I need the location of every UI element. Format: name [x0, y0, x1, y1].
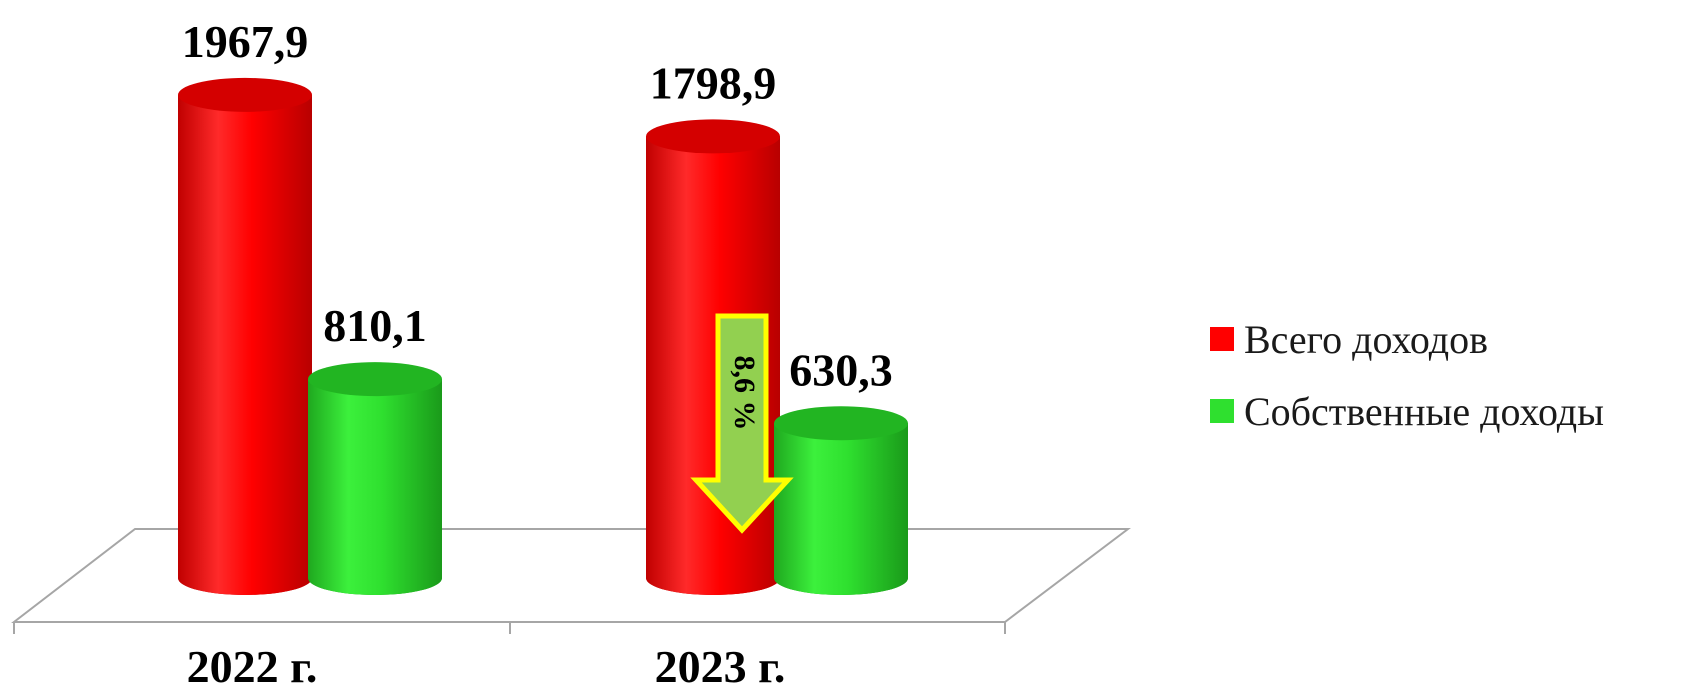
value-label-total-0: 1967,9: [182, 16, 309, 67]
legend-item-own: Собственные доходы: [1210, 384, 1604, 438]
bar-total-0: [178, 77, 312, 595]
value-label-own-0: 810,1: [323, 300, 427, 351]
legend: Всего доходов Собственные доходы: [1210, 312, 1604, 456]
value-label-own-1: 630,3: [789, 344, 893, 395]
bar-own-0: [308, 362, 442, 595]
legend-swatch-total: [1210, 327, 1234, 351]
change-arrow: 8,6 %: [690, 313, 794, 534]
category-label-1: 2023 г.: [655, 641, 786, 692]
bars: [178, 77, 908, 595]
legend-swatch-own: [1210, 399, 1234, 423]
value-label-total-1: 1798,9: [650, 57, 777, 108]
change-percent-label: 8,6 %: [728, 356, 761, 431]
legend-label-total: Всего доходов: [1244, 316, 1489, 362]
down-arrow-icon: [690, 313, 794, 534]
category-labels: 2022 г. 2023 г.: [187, 641, 786, 692]
bar-own-1: [774, 406, 908, 595]
category-label-0: 2022 г.: [187, 641, 318, 692]
legend-item-total: Всего доходов: [1210, 312, 1604, 366]
legend-label-own: Собственные доходы: [1244, 388, 1605, 434]
value-labels: 1967,9 810,1 1798,9 630,3: [182, 16, 893, 395]
